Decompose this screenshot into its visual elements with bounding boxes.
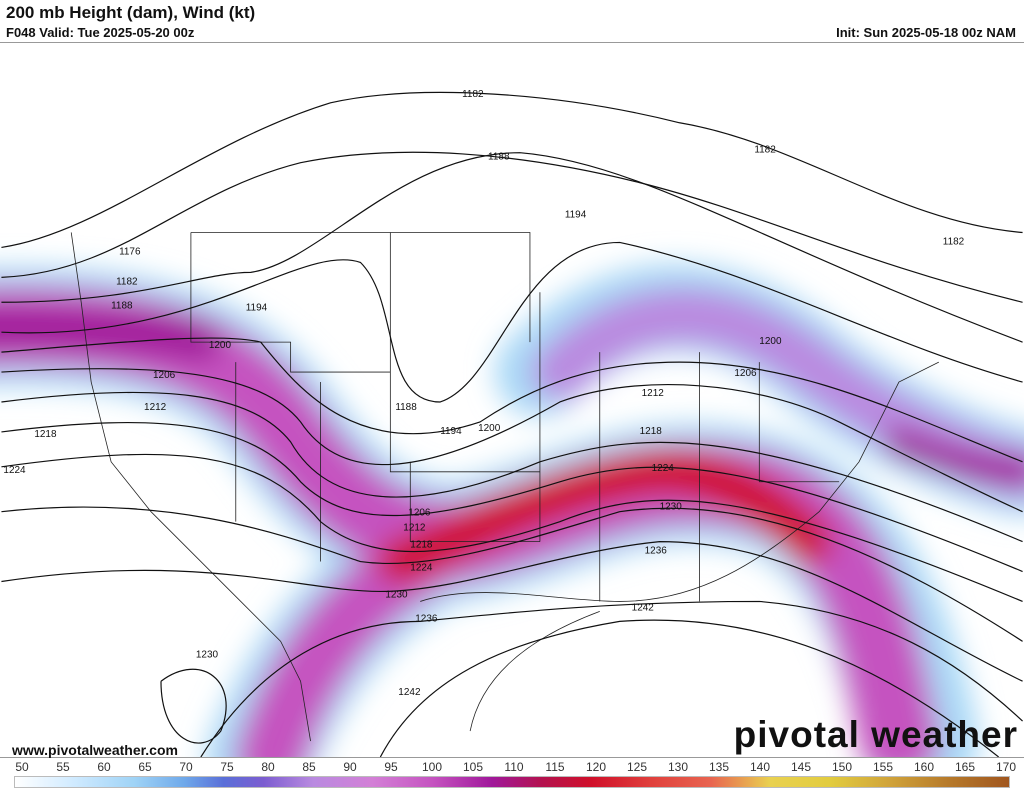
valid-time: F048 Valid: Tue 2025-05-20 00z [6, 25, 195, 40]
colorbar-tick-label: 80 [261, 760, 275, 774]
contour-label: 1194 [565, 210, 587, 221]
contour-label: 1236 [645, 546, 668, 557]
contour-label: 1224 [410, 563, 433, 574]
colorbar-tick-label: 105 [462, 760, 484, 774]
contour-label: 1212 [144, 402, 167, 413]
colorbar-tick-label: 135 [708, 760, 730, 774]
contour-label: 1188 [111, 300, 133, 311]
contour-label: 1200 [759, 336, 782, 347]
contour-label: 1194 [440, 426, 462, 437]
colorbar-tick-label: 115 [545, 760, 565, 774]
colorbar-tick-label: 155 [872, 760, 894, 774]
colorbar-tick-label: 65 [138, 760, 152, 774]
contour-label: 1212 [403, 523, 426, 534]
contour-label: 1224 [3, 465, 26, 476]
contour-label: 1200 [209, 340, 232, 351]
contour-label: 1176 [119, 246, 141, 257]
colorbar-tick-label: 60 [97, 760, 111, 774]
wind-speed-shading [0, 263, 1024, 757]
colorbar-tick-label: 90 [343, 760, 357, 774]
contour-label: 1242 [632, 602, 655, 613]
contour-label: 1182 [462, 89, 484, 100]
contour-label: 1200 [478, 423, 501, 434]
colorbar-tick-label: 85 [302, 760, 316, 774]
colorbar-tick-label: 130 [667, 760, 689, 774]
contour-label: 1182 [754, 145, 776, 156]
contour-labels: 1182 1182 1176 1182 1188 1188 1194 1194 … [3, 89, 964, 698]
contour-label: 1212 [642, 388, 665, 399]
contour-label: 1230 [660, 502, 683, 513]
colorbar-tick-label: 100 [421, 760, 443, 774]
colorbar-tick-label: 165 [954, 760, 976, 774]
colorbar-tick-label: 170 [995, 760, 1017, 774]
weather-map: 1182 1182 1176 1182 1188 1188 1194 1194 … [0, 42, 1024, 758]
wind-speed-colorbar [14, 776, 1010, 788]
brand-logo: pivotal weather [733, 714, 1018, 755]
colorbar-tick-label: 55 [56, 760, 70, 774]
contour-label: 1242 [398, 687, 421, 698]
contour-label: 1182 [943, 236, 965, 247]
colorbar-tick-label: 145 [790, 760, 812, 774]
contour-label: 1206 [153, 370, 176, 381]
colorbar-tick-label: 95 [384, 760, 398, 774]
colorbar-tick-label: 50 [15, 760, 29, 774]
contour-label: 1194 [246, 302, 268, 313]
contour-label: 1230 [196, 649, 219, 660]
contour-label: 1218 [410, 540, 433, 551]
colorbar-tick-label: 110 [504, 760, 524, 774]
contour-label: 1236 [415, 613, 438, 624]
contour-label: 1218 [640, 426, 663, 437]
height-contours [1, 91, 1023, 757]
contour-label: 1188 [395, 402, 417, 413]
init-time: Init: Sun 2025-05-18 00z NAM [836, 25, 1016, 40]
contour-label: 1230 [385, 589, 408, 600]
contour-label: 1224 [652, 463, 675, 474]
colorbar-labels: 50 55 60 65 70 75 80 85 90 95 100 105 110 115 120 125 13… [10, 760, 1020, 774]
contour-label: 1206 [408, 508, 431, 519]
colorbar-tick-label: 160 [913, 760, 935, 774]
colorbar-tick-label: 150 [831, 760, 853, 774]
colorbar-tick-label: 140 [749, 760, 771, 774]
contour-label: 1206 [734, 368, 757, 379]
contour-label: 1182 [116, 276, 138, 287]
colorbar-tick-label: 125 [626, 760, 648, 774]
contour-label: 1218 [34, 429, 57, 440]
colorbar-tick-label: 70 [179, 760, 193, 774]
map-title: 200 mb Height (dam), Wind (kt) [6, 3, 256, 22]
colorbar-tick-label: 120 [585, 760, 607, 774]
contour-label: 1188 [488, 152, 510, 163]
website-url: www.pivotalweather.com [12, 742, 178, 758]
colorbar-tick-label: 75 [220, 760, 234, 774]
